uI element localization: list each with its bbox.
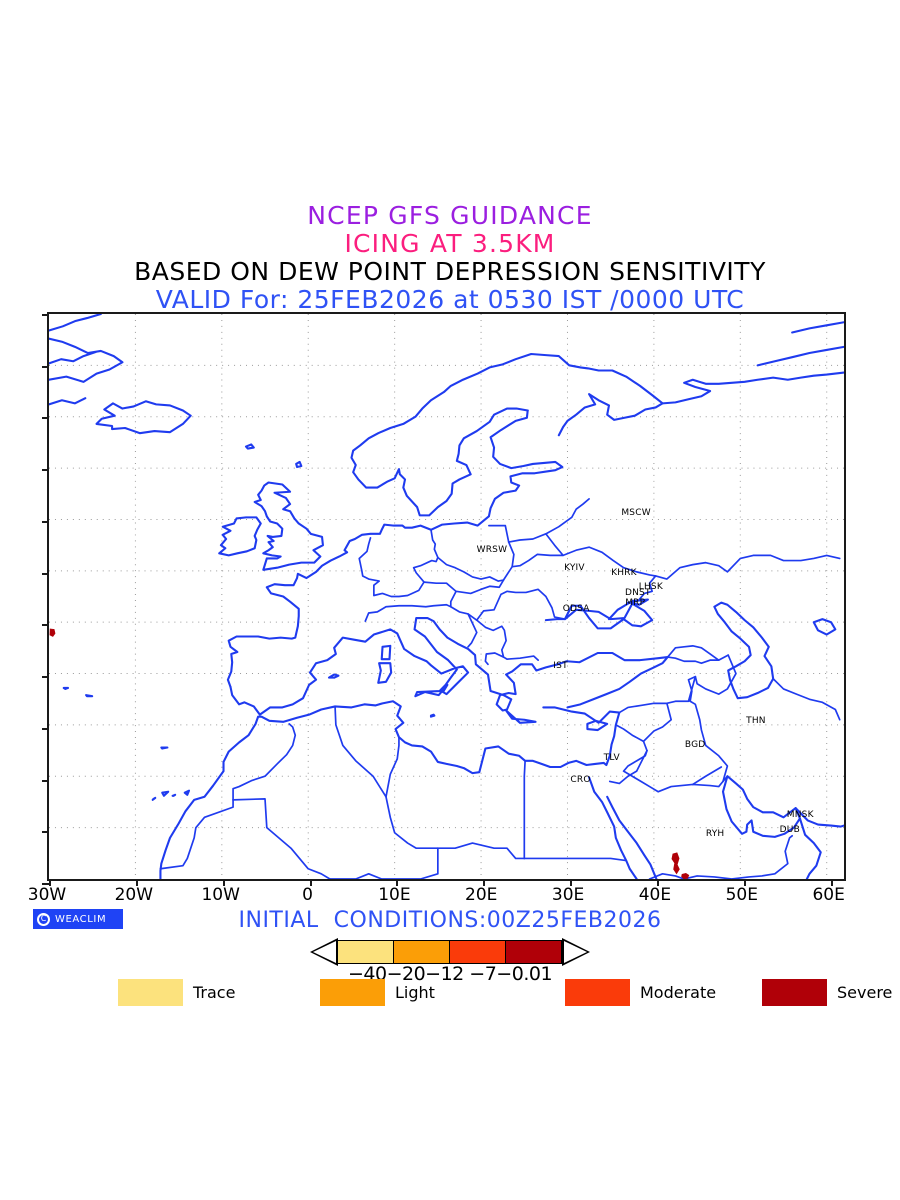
- y-axis-tick: [42, 676, 49, 679]
- y-axis-tick: [42, 314, 49, 316]
- copyright-icon: C: [37, 912, 50, 926]
- y-axis-tick: [42, 520, 49, 523]
- key-item-trace: Trace: [118, 979, 235, 1006]
- colorbar-cell-3: [505, 940, 562, 964]
- icing-region-severe: [681, 873, 690, 879]
- x-axis-label: 10E: [378, 885, 411, 905]
- key-swatch-severe: [762, 979, 827, 1006]
- x-axis-label: 10W: [201, 885, 240, 905]
- colorbar-cells: [337, 940, 562, 964]
- key-label-moderate: Moderate: [640, 983, 717, 1002]
- city-label-dub: DUB: [779, 825, 800, 836]
- city-label-cro: CRO: [570, 774, 591, 785]
- key-item-severe: Severe: [762, 979, 892, 1006]
- y-axis-tick: [42, 831, 49, 834]
- city-label-odsa: ODSA: [562, 603, 590, 614]
- colorbar-cell-2: [449, 940, 506, 964]
- y-axis-tick: [42, 417, 49, 420]
- city-label-wrsw: WRSW: [476, 544, 508, 555]
- x-axis-tick: [309, 879, 312, 886]
- key-label-severe: Severe: [837, 983, 893, 1002]
- x-axis-label: 20E: [465, 885, 498, 905]
- title-line-method: BASED ON DEW POINT DEPRESSION SENSITIVIT…: [134, 257, 766, 286]
- city-label-lhsk: LHSK: [638, 582, 663, 593]
- x-axis-tick: [570, 879, 573, 886]
- y-axis-tick: [42, 469, 49, 472]
- x-axis-label: 30E: [551, 885, 585, 905]
- y-axis-tick: [42, 779, 49, 782]
- key-swatch-light: [320, 979, 385, 1006]
- key-swatch-moderate: [565, 979, 630, 1006]
- city-label-mscw: MSCW: [621, 507, 651, 518]
- x-axis-label: 20W: [114, 885, 154, 905]
- map-canvas: [49, 314, 844, 879]
- x-axis-label: 50E: [725, 885, 758, 905]
- y-axis-tick: [42, 727, 49, 730]
- title-line-valid-time: VALID For: 25FEB2026 at 0530 IST /0000 U…: [155, 285, 745, 314]
- icing-regions-layer: [49, 628, 690, 879]
- x-axis-tick: [222, 879, 225, 886]
- city-label-kyiv: KYIV: [564, 563, 585, 574]
- x-axis-tick: [656, 879, 659, 886]
- x-axis-tick: [483, 879, 486, 886]
- icing-region-severe: [671, 852, 680, 875]
- title-block: NCEP GFS GUIDANCE ICING AT 3.5KM BASED O…: [0, 203, 900, 312]
- x-axis-label: 60E: [812, 885, 845, 905]
- city-label-khrk: KHRK: [611, 567, 637, 578]
- colorbar-right-arrow: [562, 938, 590, 966]
- coastlines: [49, 314, 844, 879]
- city-label-ryh: RYH: [705, 829, 725, 840]
- map-plot-area: 75N70N65N60N55N50N45N40N35N30N25N20N MSC…: [42, 312, 846, 886]
- y-axis-tick: [42, 572, 49, 575]
- colorbar-left-arrow: [310, 938, 338, 966]
- city-label-dnst: DNST: [624, 588, 651, 599]
- weaclim-logo-badge: C WEACLIM: [33, 909, 123, 929]
- city-label-tlv: TLV: [603, 752, 620, 763]
- colorbar-cell-0: [337, 940, 394, 964]
- y-axis-tick: [42, 365, 49, 368]
- colorbar: [310, 938, 590, 966]
- x-axis-tick: [743, 879, 746, 886]
- key-item-moderate: Moderate: [565, 979, 716, 1006]
- city-label-mnsk: MNSK: [786, 809, 814, 820]
- key-label-light: Light: [395, 983, 435, 1002]
- colorbar-container: [0, 938, 900, 966]
- x-axis-tick: [49, 879, 51, 886]
- x-axis-label: 30W: [27, 885, 67, 905]
- key-swatch-trace: [118, 979, 183, 1006]
- y-axis-tick: [42, 624, 49, 627]
- weaclim-label: WEACLIM: [55, 913, 107, 925]
- icing-region-severe: [49, 628, 56, 637]
- x-axis-label: 0: [302, 885, 313, 905]
- key-label-trace: Trace: [193, 983, 236, 1002]
- key-item-light: Light: [320, 979, 435, 1006]
- x-axis-tick: [135, 879, 138, 886]
- city-label-thn: THN: [746, 715, 766, 726]
- city-label-bgd: BGD: [684, 740, 706, 751]
- city-label-mrp: MRP: [625, 597, 646, 608]
- title-line-agency: NCEP GFS GUIDANCE: [307, 201, 593, 230]
- gridlines: [49, 314, 844, 879]
- initial-conditions-text: INITIAL CONDITIONS:00Z25FEB2026: [238, 908, 662, 933]
- y-axis-tick: [42, 883, 49, 885]
- x-axis-label: 40E: [638, 885, 672, 905]
- title-line-product: ICING AT 3.5KM: [344, 229, 556, 258]
- city-label-ist: IST: [553, 660, 568, 671]
- colorbar-cell-1: [393, 940, 450, 964]
- x-axis-tick: [830, 879, 833, 886]
- x-axis-tick: [396, 879, 399, 886]
- severity-key-row: Trace Light Moderate Severe: [0, 979, 900, 1009]
